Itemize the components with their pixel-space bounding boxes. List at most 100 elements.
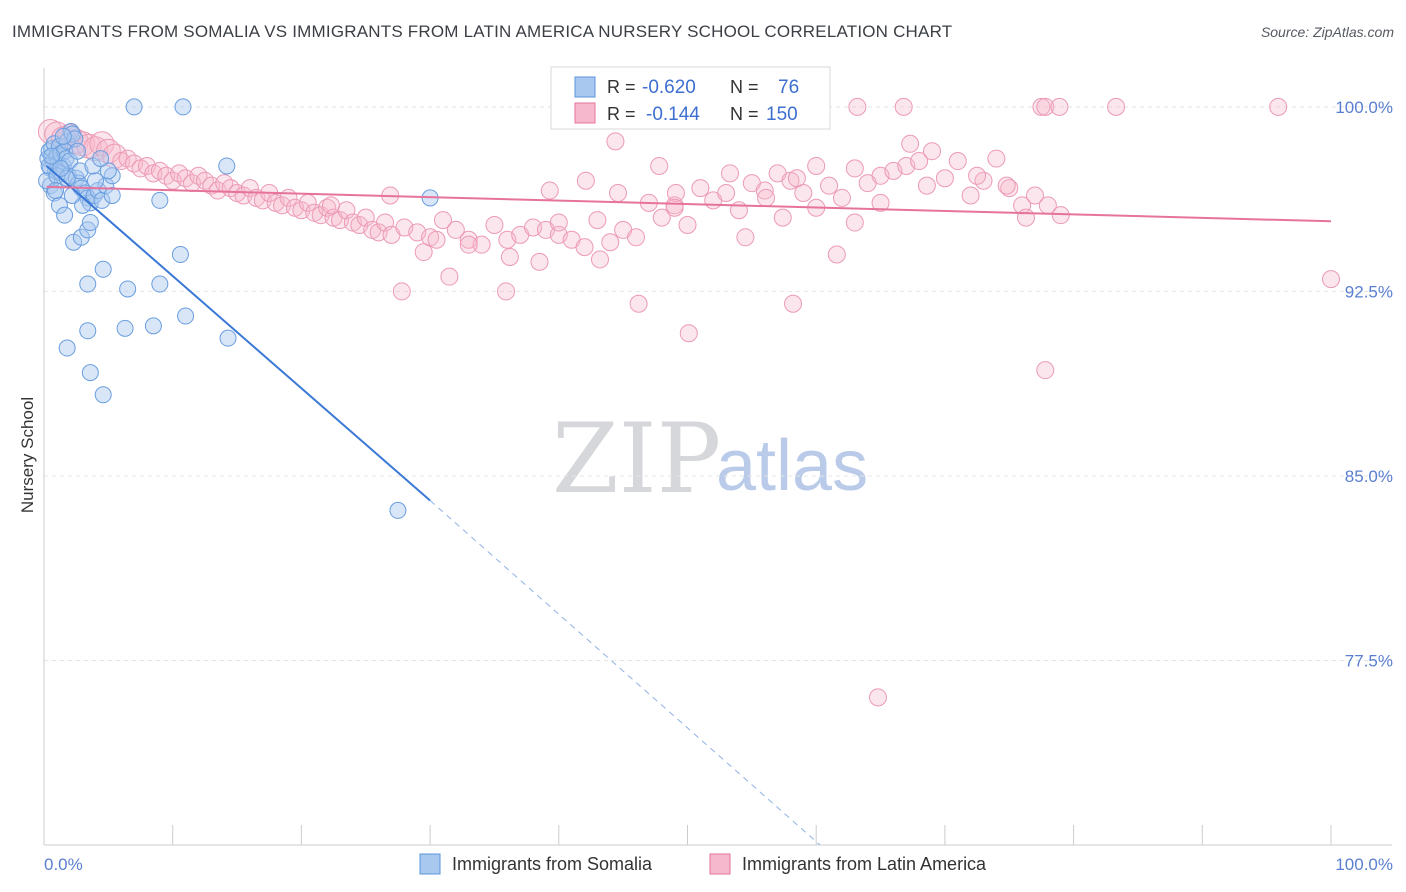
somalia-point-49 (177, 307, 195, 325)
latin-america-point-71 (601, 233, 620, 252)
trend-lines (45, 165, 1332, 846)
bottom-legend-somalia: Immigrants from Somalia (452, 854, 653, 874)
latin-america-point-62 (485, 216, 504, 234)
latin-america-point-112 (629, 294, 648, 313)
somalia-point-30 (97, 177, 115, 195)
somalia-point-42 (79, 275, 97, 293)
gridlines (44, 106, 1392, 661)
x-tick-label-0: 0.0% (44, 855, 83, 874)
y-tick-label-2: 92.5% (1345, 282, 1393, 301)
somalia-point-35 (56, 206, 74, 224)
somalia-point-73 (52, 159, 70, 177)
latin-america-point-138 (1032, 97, 1051, 116)
somalia-point-46 (116, 319, 134, 337)
latin-america-point-139 (1036, 97, 1055, 116)
y-tick-label-1: 85.0% (1345, 467, 1393, 486)
latin-america-point-136 (848, 97, 867, 116)
y-tick-label-0: 77.5% (1345, 651, 1393, 670)
chart-title: IMMIGRANTS FROM SOMALIA VS IMMIGRANTS FR… (12, 22, 953, 41)
latin-america-point-107 (440, 267, 459, 286)
legend-r-label-latam: R = (607, 104, 636, 124)
somalia-point-13 (56, 142, 74, 160)
legend-n-label-somalia: N = (730, 77, 759, 97)
latin-america-point-109 (497, 282, 516, 301)
latin-america-point-98 (948, 152, 967, 171)
legend-r-latam: -0.144 (646, 104, 700, 125)
latin-america-point-119 (500, 247, 519, 266)
somalia-point-41 (103, 186, 121, 204)
latin-america-point-114 (609, 184, 628, 203)
latin-america-point-149 (917, 176, 936, 195)
latin-america-point-132 (868, 688, 887, 707)
legend-r-label-somalia: R = (607, 77, 636, 97)
somalia-point-40 (94, 260, 112, 278)
latin-america-point-110 (530, 252, 549, 271)
latin-america-point-101 (987, 149, 1006, 168)
legend-n-latam: 150 (766, 104, 798, 125)
latin-america-point-151 (322, 196, 341, 215)
legend-r-somalia: -0.620 (642, 77, 696, 98)
latin-america-point-70 (588, 211, 607, 230)
latin-america-point-89 (832, 188, 851, 207)
latin-america-point-115 (666, 184, 685, 203)
latin-america-point-104 (1025, 186, 1044, 205)
latin-america-point-124 (590, 250, 609, 269)
latin-america-point-116 (757, 188, 776, 207)
latin-america-point-99 (961, 186, 980, 205)
somalia-point-60 (43, 147, 61, 165)
latin-america-point-143 (606, 132, 625, 151)
latin-america-point-108 (392, 282, 411, 301)
latin-america-point-133 (827, 245, 846, 264)
somalia-point-69 (47, 182, 65, 200)
somalia-point-44 (151, 191, 169, 209)
latin-america-point-126 (871, 193, 890, 212)
latin-america-point-137 (894, 97, 913, 116)
latin-america-point-61 (472, 235, 491, 254)
latin-america-point-90 (845, 159, 864, 178)
somalia-point-43 (119, 280, 137, 298)
latin-america-point-130 (1036, 361, 1055, 380)
latin-america-point-78 (691, 179, 710, 198)
somalia-trend-line (45, 165, 431, 502)
latin-america-point-141 (1107, 97, 1126, 116)
somalia-point-52 (81, 364, 99, 382)
latin-america-point-59 (446, 220, 465, 239)
latin-america-point-58 (433, 211, 452, 230)
latin-america-point-147 (968, 166, 987, 185)
latin-america-point-125 (736, 228, 755, 247)
legend-frame (550, 66, 831, 130)
latin-america-point-77 (678, 216, 697, 234)
latin-america-point-113 (540, 181, 559, 200)
somalia-point-45 (151, 275, 169, 293)
somalia-point-74 (171, 246, 189, 264)
latin-america-point-83 (755, 181, 774, 200)
axes (43, 68, 1392, 846)
latin-america-point-146 (807, 156, 826, 175)
somalia-points (38, 98, 439, 519)
latin-america-point-145 (720, 164, 739, 183)
somalia-point-67 (63, 186, 81, 204)
latin-america-point-121 (459, 235, 478, 254)
latin-america-point-123 (845, 213, 864, 232)
somalia-point-65 (99, 162, 117, 180)
watermark-atlas: atlas (716, 426, 868, 506)
latin-america-point-102 (1000, 179, 1019, 198)
somalia-point-47 (144, 317, 162, 335)
somalia-point-56 (125, 98, 143, 116)
latin-america-point-140 (1050, 97, 1069, 116)
latin-america-point-144 (576, 171, 595, 190)
latin-america-point-69 (575, 238, 594, 257)
legend-n-label-latam: N = (730, 104, 759, 124)
somalia-point-55 (389, 501, 407, 519)
latin-america-point-96 (923, 142, 942, 161)
latin-america-point-122 (773, 208, 792, 227)
latin-america-point-88 (820, 176, 839, 195)
somalia-point-72 (68, 142, 86, 160)
latin-america-point-134 (665, 198, 684, 217)
tick-labels: 77.5% 85.0% 92.5% 100.0% 0.0% 100.0% (44, 98, 1393, 874)
latin-america-trend-line (46, 185, 1332, 223)
y-tick-label-3: 100.0% (1335, 98, 1393, 117)
x-tick-label-1: 100.0% (1335, 855, 1393, 874)
legend-box: R = -0.620 N = 76 R = -0.144 N = 150 (550, 66, 831, 130)
